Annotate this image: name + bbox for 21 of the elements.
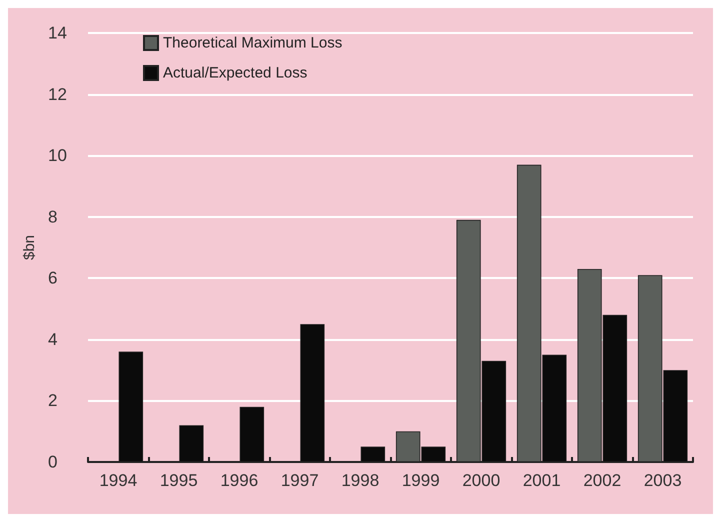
x-tick-label: 1996 (220, 471, 258, 490)
x-tick-label: 1997 (280, 471, 319, 490)
legend-label: Theoretical Maximum Loss (163, 34, 342, 52)
x-tick-label: 1998 (341, 471, 380, 490)
y-tick-label: 8 (48, 207, 58, 226)
y-tick-label: 4 (48, 330, 58, 349)
x-tick-label: 2001 (522, 471, 561, 490)
y-tick-label: 14 (48, 24, 67, 42)
x-tick-label: 2000 (462, 471, 500, 490)
y-axis-title: $bn (21, 234, 38, 260)
x-tick-label: 1999 (402, 471, 440, 490)
y-tick-label: 6 (48, 268, 58, 288)
x-tick-label: 2003 (644, 471, 682, 490)
y-tick-label: 2 (48, 391, 58, 410)
x-tick-label: 1994 (99, 471, 138, 490)
legend-label: Actual/Expected Loss (163, 64, 308, 82)
x-tick-label: 2002 (583, 471, 622, 490)
x-tick-label: 1995 (160, 471, 198, 490)
y-tick-label: 0 (48, 452, 58, 472)
y-tick-label: 10 (48, 146, 67, 166)
y-tick-label: 12 (48, 84, 67, 104)
